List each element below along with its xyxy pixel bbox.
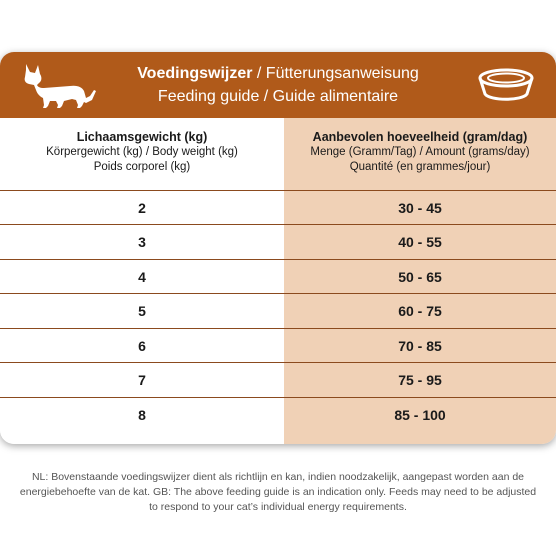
table-row: 2 30 - 45 [0,190,556,224]
table-row: 6 70 - 85 [0,328,556,362]
weight-cell: 6 [138,338,146,354]
amount-cell: 70 - 85 [398,338,442,354]
weight-cell: 7 [138,372,146,388]
weight-cell: 8 [138,407,146,423]
amount-column-header: Aanbevolen hoeveelheid (gram/dag) Menge … [284,130,556,175]
amount-cell: 40 - 55 [398,234,442,250]
amount-cell: 30 - 45 [398,200,442,216]
amount-header-line3: Quantité (en grammes/jour) [349,161,491,173]
amount-header-title: Aanbevolen hoeveelheid (gram/dag) [312,130,528,144]
footnote: NL: Bovenstaande voedingswijzer dient al… [14,470,542,515]
weight-column-bg [0,118,284,444]
weight-header-line2: Körpergewicht (kg) / Body weight (kg) [46,146,238,158]
table-row: 7 75 - 95 [0,362,556,396]
footnote-line: NL: Bovenstaande voedingswijzer dient al… [31,471,525,483]
amount-cell: 50 - 65 [398,269,442,285]
weight-column-header: Lichaamsgewicht (kg) Körpergewicht (kg) … [0,130,284,175]
weight-cell: 4 [138,269,146,285]
amount-cell: 60 - 75 [398,303,442,319]
amount-header-line2: Menge (Gramm/Tag) / Amount (grams/day) [310,146,530,158]
table-row: 3 40 - 55 [0,224,556,258]
amount-cell: 75 - 95 [398,372,442,388]
title-german: / Fütterungsanweisung [252,65,419,82]
header-subtitle: Feeding guide / Guide alimentaire [157,88,399,105]
table-row: 8 85 - 100 [0,397,556,431]
food-bowl-icon [478,68,534,101]
amount-column-bg [284,118,556,444]
feeding-guide-card: Voedingswijzer / Fütterungsanweisung Fee… [0,52,556,444]
weight-header-line3: Poids corporel (kg) [93,161,191,173]
header-title-line: Voedingswijzer / Fütterungsanweisung [0,64,556,84]
weight-cell: 5 [138,303,146,319]
amount-cell: 85 - 100 [394,407,446,423]
title-dutch: Voedingswijzer [137,65,253,82]
feeding-guide-header: Voedingswijzer / Fütterungsanweisung Fee… [0,52,556,118]
table-row: 5 60 - 75 [0,293,556,327]
weight-cell: 2 [138,200,146,216]
cat-icon [24,64,96,108]
weight-cell: 3 [138,234,146,250]
footnote-line: to respond to your cat’s individual ener… [149,501,407,513]
table-row: 4 50 - 65 [0,259,556,293]
weight-header-title: Lichaamsgewicht (kg) [76,130,208,144]
footnote-line: energiebehoefte van de kat. GB: The abov… [19,486,537,498]
